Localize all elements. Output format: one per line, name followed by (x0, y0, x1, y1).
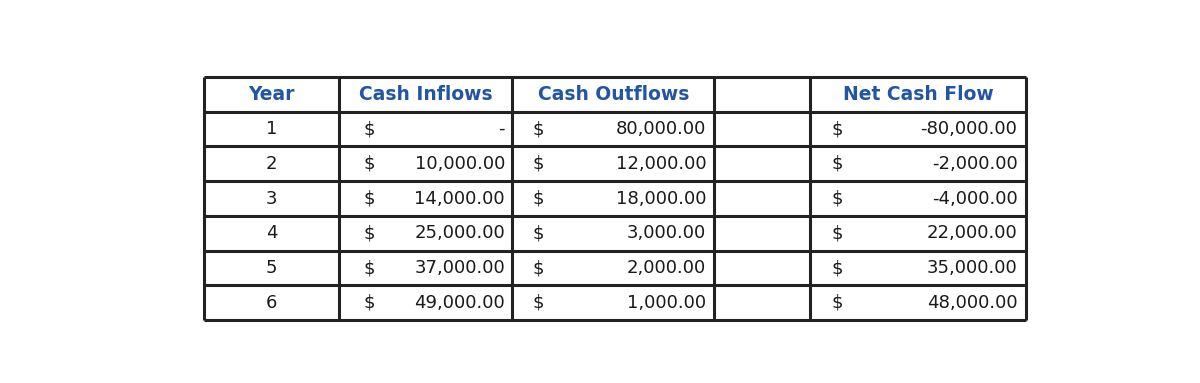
Text: Cash Outflows: Cash Outflows (538, 85, 689, 104)
Text: 1: 1 (265, 120, 277, 138)
Text: 18,000.00: 18,000.00 (616, 190, 707, 208)
Text: 10,000.00: 10,000.00 (415, 155, 505, 173)
Text: $: $ (364, 120, 374, 138)
Text: 3,000.00: 3,000.00 (628, 224, 707, 242)
Text: Year: Year (248, 85, 295, 104)
Text: $: $ (364, 259, 374, 277)
Text: Net Cash Flow: Net Cash Flow (842, 85, 994, 104)
Text: 22,000.00: 22,000.00 (926, 224, 1018, 242)
Text: $: $ (533, 120, 544, 138)
Text: $: $ (533, 224, 544, 242)
Text: 1,000.00: 1,000.00 (628, 294, 707, 312)
Text: $: $ (533, 155, 544, 173)
Text: 35,000.00: 35,000.00 (926, 259, 1018, 277)
Text: -: - (498, 120, 505, 138)
Text: 49,000.00: 49,000.00 (414, 294, 505, 312)
Text: 6: 6 (265, 294, 277, 312)
Text: 2: 2 (265, 155, 277, 173)
Text: $: $ (364, 294, 374, 312)
Text: 25,000.00: 25,000.00 (414, 224, 505, 242)
Text: -80,000.00: -80,000.00 (920, 120, 1018, 138)
Text: 2,000.00: 2,000.00 (628, 259, 707, 277)
Text: 48,000.00: 48,000.00 (926, 294, 1018, 312)
Text: $: $ (364, 190, 374, 208)
Text: $: $ (533, 259, 544, 277)
Text: 14,000.00: 14,000.00 (414, 190, 505, 208)
Bar (204, 77, 1026, 320)
Text: $: $ (364, 155, 374, 173)
Text: 3: 3 (265, 190, 277, 208)
Text: 80,000.00: 80,000.00 (616, 120, 707, 138)
Text: $: $ (832, 120, 844, 138)
Text: $: $ (832, 294, 844, 312)
Text: $: $ (533, 190, 544, 208)
Text: 12,000.00: 12,000.00 (616, 155, 707, 173)
Text: 5: 5 (265, 259, 277, 277)
Text: $: $ (832, 224, 844, 242)
Text: $: $ (364, 224, 374, 242)
Text: 4: 4 (265, 224, 277, 242)
Text: $: $ (832, 190, 844, 208)
Text: $: $ (832, 259, 844, 277)
Text: $: $ (533, 294, 544, 312)
Text: 37,000.00: 37,000.00 (414, 259, 505, 277)
Text: $: $ (832, 155, 844, 173)
Text: Cash Inflows: Cash Inflows (359, 85, 492, 104)
Text: -2,000.00: -2,000.00 (931, 155, 1018, 173)
Text: -4,000.00: -4,000.00 (931, 190, 1018, 208)
